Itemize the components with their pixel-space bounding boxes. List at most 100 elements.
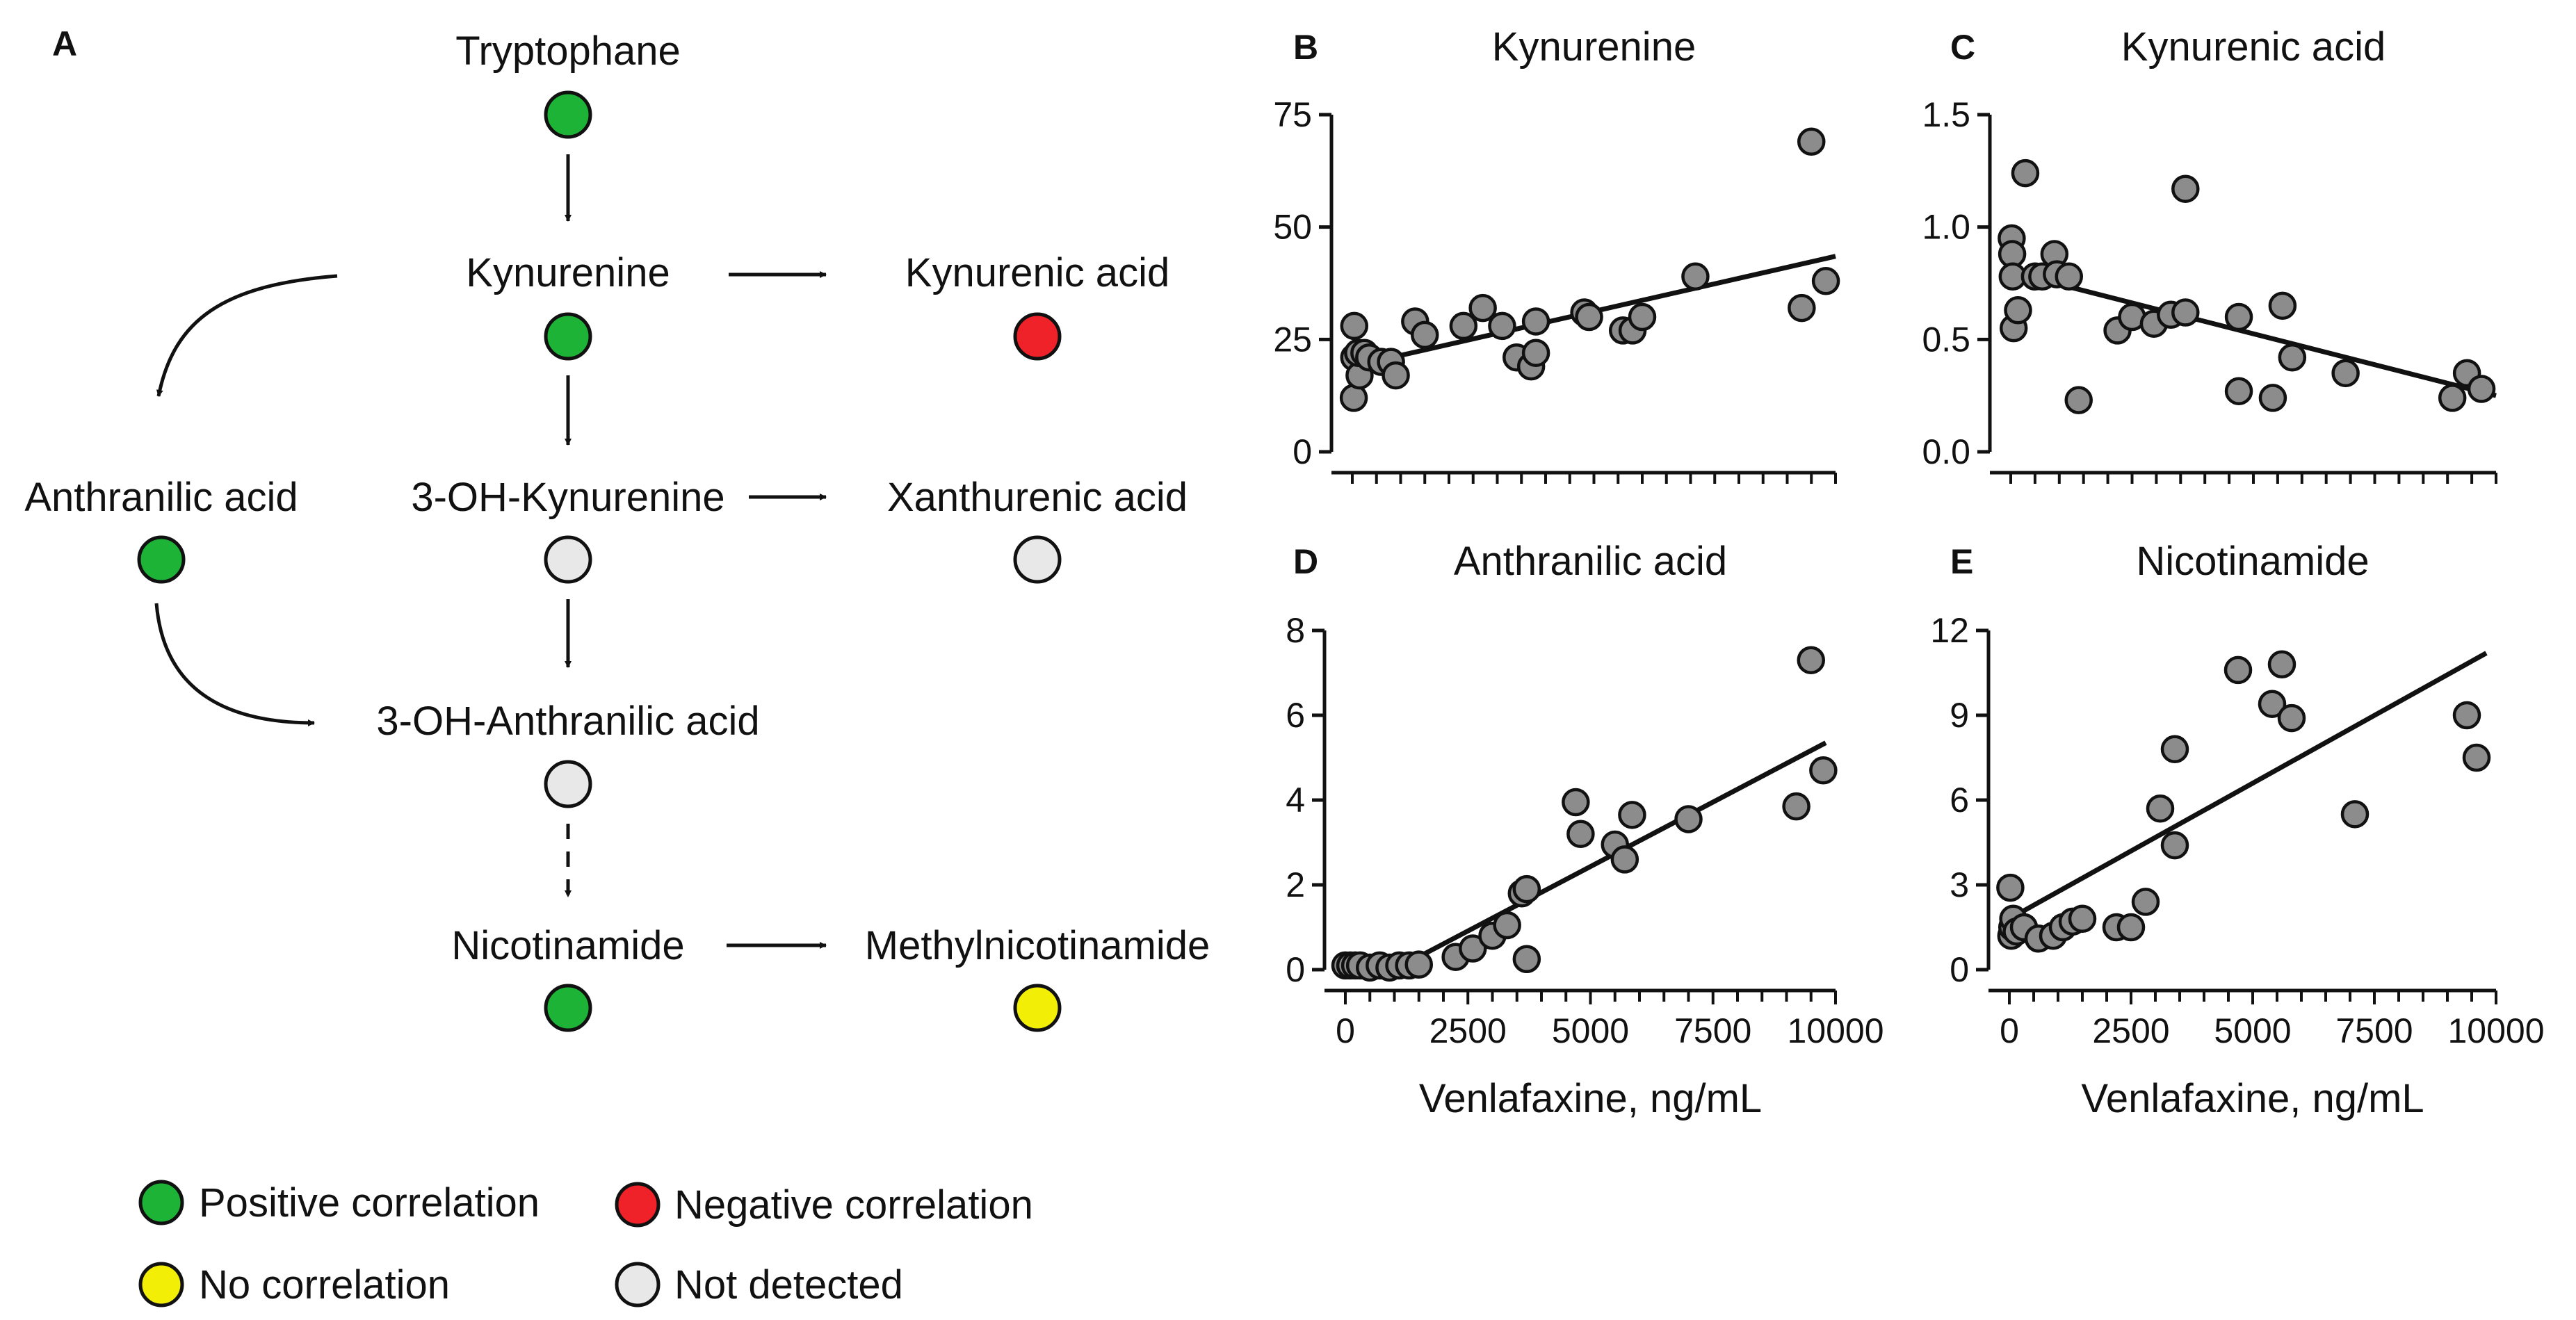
data-point xyxy=(1449,311,1478,341)
data-point xyxy=(1575,302,1603,332)
x-tick-label: 0 xyxy=(1336,1011,1355,1050)
arrow-anthranilic-acid-3-oh-anthranilic xyxy=(154,603,315,726)
data-point xyxy=(1811,267,1840,295)
data-point xyxy=(1628,302,1657,332)
x-tick-label: 10000 xyxy=(2447,1011,2544,1050)
data-point xyxy=(2160,831,2189,860)
data-point xyxy=(1681,262,1710,291)
y-tick-label: 25 xyxy=(1273,320,1312,359)
panel-letter: D xyxy=(1293,542,1318,581)
data-point xyxy=(1488,311,1516,341)
x-tick-label: 2500 xyxy=(2092,1011,2169,1050)
x-tick-label: 0 xyxy=(2000,1011,2019,1050)
data-point xyxy=(1468,293,1497,323)
data-point xyxy=(1788,293,1816,323)
chart-nicotinamide: E Nicotinamide 0 3 6 9 12 0 2500 5000 7500 10000 Ven… xyxy=(1930,539,2544,1121)
data-point xyxy=(1782,792,1811,821)
node-label-3-oh-anthranilic-acid: 3-OH-Anthranilic acid xyxy=(376,699,759,744)
legend-label-negative: Negative correlation xyxy=(674,1182,1033,1228)
data-point xyxy=(2340,800,2370,829)
y-tick-label: 1.5 xyxy=(1922,95,1970,134)
data-point xyxy=(1521,339,1550,367)
y-tick-label: 75 xyxy=(1273,95,1312,134)
node-label-xanthurenic-acid: Xanthurenic acid xyxy=(887,475,1188,520)
legend-swatch-not-detected xyxy=(615,1262,661,1307)
data-point xyxy=(1562,788,1590,817)
data-point xyxy=(1340,311,1369,341)
chart-title: Nicotinamide xyxy=(2136,539,2369,584)
chart-title: Kynurenine xyxy=(1492,24,1696,70)
legend-label-none: No correlation xyxy=(199,1262,450,1307)
x-axis-label: Venlafaxine, ng/mL xyxy=(2081,1076,2424,1121)
legend: Positive correlation Negative correlatio… xyxy=(138,1180,1033,1307)
data-point xyxy=(2452,701,2481,730)
data-point xyxy=(1610,845,1639,874)
y-tick-label: 6 xyxy=(1286,696,1305,735)
legend-swatch-negative xyxy=(615,1182,661,1228)
pathway-panel: A Tryptophane Kynurenine Kynurenic acid … xyxy=(24,24,1210,1307)
chart-kynurenine: B Kynurenine 0 25 50 75 xyxy=(1273,24,1840,484)
x-tick-label: 7500 xyxy=(1674,1011,1751,1050)
node-label-anthranilic-acid: Anthranilic acid xyxy=(24,475,298,520)
arrow-kynurenine-anthranilic-acid xyxy=(156,274,338,397)
data-point xyxy=(2278,343,2307,372)
data-point xyxy=(2268,291,2297,320)
node-circle-xanthurenic-acid xyxy=(1013,535,1062,584)
x-axis-label: Venlafaxine, ng/mL xyxy=(1419,1076,1762,1121)
data-point xyxy=(2171,298,2200,327)
chart-title: Anthranilic acid xyxy=(1454,539,1727,584)
y-tick-label: 0 xyxy=(1286,950,1305,989)
node-label-kynurenic-acid: Kynurenic acid xyxy=(905,250,1169,295)
data-point xyxy=(2068,904,2097,934)
data-point xyxy=(2131,888,2160,916)
data-point xyxy=(2223,655,2253,685)
y-tick-label: 2 xyxy=(1286,865,1305,904)
data-point xyxy=(2277,703,2306,733)
x-tick-label: 2500 xyxy=(1429,1011,1507,1050)
x-tick-label: 7500 xyxy=(2335,1011,2413,1050)
node-circle-kynurenic-acid xyxy=(1013,312,1062,361)
data-point xyxy=(2467,375,2496,403)
x-tick-label: 10000 xyxy=(1787,1011,1884,1050)
data-point xyxy=(1797,127,1826,156)
node-circle-anthranilic-acid xyxy=(137,535,186,584)
data-point xyxy=(2064,386,2093,414)
data-point xyxy=(1996,873,2025,902)
y-tick-label: 0 xyxy=(1293,432,1312,471)
y-tick-label: 8 xyxy=(1286,611,1305,650)
data-point xyxy=(1404,950,1433,979)
data-point xyxy=(2055,262,2084,291)
data-point xyxy=(2438,384,2467,412)
data-point xyxy=(2258,690,2287,718)
data-point xyxy=(2331,359,2360,388)
y-tick-label: 50 xyxy=(1273,208,1312,247)
data-point xyxy=(1459,934,1487,963)
data-point xyxy=(1512,874,1541,904)
panel-letter: C xyxy=(1950,28,1975,67)
y-tick-label: 9 xyxy=(1950,696,1969,735)
data-point xyxy=(2011,158,2040,188)
data-point xyxy=(1674,805,1703,833)
chart-title: Kynurenic acid xyxy=(2121,24,2385,70)
data-point xyxy=(1493,911,1521,940)
node-circle-kynurenine xyxy=(544,312,592,361)
regression-line xyxy=(2008,651,2488,921)
y-tick-label: 12 xyxy=(1930,611,1969,650)
data-point xyxy=(2171,174,2200,203)
data-point xyxy=(1382,361,1410,390)
y-tick-label: 4 xyxy=(1286,781,1305,820)
data-point xyxy=(1566,820,1595,849)
y-tick-label: 1.0 xyxy=(1922,208,1970,247)
y-tick-label: 0.0 xyxy=(1922,432,1970,471)
y-tick-label: 0.5 xyxy=(1922,320,1970,359)
data-point xyxy=(1618,801,1646,829)
node-label-nicotinamide: Nicotinamide xyxy=(451,923,684,968)
chart-kynurenic-acid: C Kynurenic acid 0.0 0.5 1.0 1.5 xyxy=(1922,24,2497,484)
node-circle-tryptophane xyxy=(544,90,592,139)
data-point xyxy=(1411,320,1439,350)
data-point xyxy=(2462,743,2491,772)
node-circle-nicotinamide xyxy=(544,984,592,1032)
x-tick-label: 5000 xyxy=(1552,1011,1629,1050)
data-point xyxy=(2004,296,2032,325)
